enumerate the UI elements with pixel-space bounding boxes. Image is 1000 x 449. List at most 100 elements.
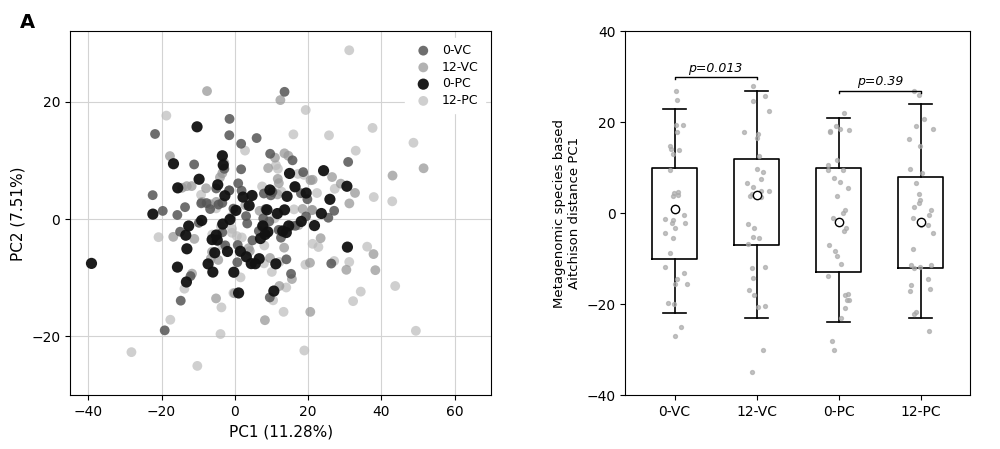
12-PC	[256, 242, 272, 249]
0-VC	[283, 270, 299, 277]
12-VC	[302, 308, 318, 316]
12-PC	[285, 131, 301, 138]
Point	[669, 128, 685, 135]
Point	[840, 291, 856, 298]
Point	[925, 230, 941, 237]
Point	[665, 234, 681, 242]
12-PC	[387, 282, 403, 290]
0-PC	[281, 222, 297, 229]
12-PC	[309, 189, 325, 197]
0-PC	[268, 260, 284, 268]
0-PC	[339, 183, 355, 190]
12-PC	[176, 285, 192, 292]
Point	[829, 252, 845, 259]
0-PC	[208, 231, 224, 238]
12-VC	[223, 214, 239, 221]
12-PC	[229, 233, 245, 240]
12-VC	[210, 256, 226, 264]
0-VC	[186, 161, 202, 168]
12-VC	[291, 221, 307, 229]
Point	[837, 206, 853, 213]
Point	[821, 242, 837, 249]
0-VC	[214, 229, 230, 236]
12-PC	[208, 205, 224, 212]
Point	[832, 125, 848, 132]
12-PC	[158, 112, 174, 119]
12-VC	[184, 182, 200, 189]
Point	[744, 264, 760, 271]
Text: p=0.013: p=0.013	[688, 62, 743, 75]
12-VC	[284, 222, 300, 229]
0-VC	[172, 228, 188, 235]
12-PC	[204, 231, 220, 238]
Point	[676, 269, 692, 277]
12-VC	[194, 198, 210, 206]
12-PC	[327, 185, 343, 192]
Point	[840, 185, 856, 192]
Point	[666, 190, 682, 197]
Point	[820, 162, 836, 169]
0-PC	[282, 170, 298, 177]
Point	[745, 183, 761, 190]
12-PC	[296, 347, 312, 354]
12-VC	[204, 248, 220, 255]
0-VC	[251, 227, 267, 234]
0-VC	[183, 273, 199, 280]
Point	[923, 262, 939, 269]
0-VC	[340, 158, 356, 166]
12-PC	[224, 225, 240, 233]
0-PC	[165, 160, 181, 167]
Point	[826, 346, 842, 353]
12-VC	[284, 275, 300, 282]
Point	[912, 197, 928, 204]
0-PC	[243, 260, 259, 267]
0-PC	[247, 260, 263, 267]
Point	[761, 188, 777, 195]
Point	[741, 286, 757, 293]
Point	[757, 92, 773, 99]
0-PC	[235, 194, 251, 201]
Point	[761, 107, 777, 114]
12-PC	[321, 132, 337, 139]
0-VC	[254, 224, 270, 231]
12-VC	[270, 175, 286, 182]
Text: p=0.39: p=0.39	[857, 75, 903, 88]
12-PC	[273, 188, 289, 195]
12-PC	[270, 165, 286, 172]
Point	[744, 369, 760, 376]
12-PC	[225, 290, 241, 297]
0-VC	[258, 206, 274, 213]
Point	[746, 291, 762, 298]
Point	[825, 215, 841, 222]
0-PC	[181, 222, 197, 229]
Point	[835, 166, 851, 173]
12-VC	[302, 259, 318, 266]
12-PC	[264, 187, 280, 194]
Point	[911, 199, 927, 206]
Point	[824, 337, 840, 344]
0-PC	[313, 210, 329, 217]
Legend: 0-VC, 12-VC, 0-PC, 12-PC: 0-VC, 12-VC, 0-PC, 12-PC	[405, 38, 485, 114]
Point	[745, 274, 761, 281]
12-PC	[268, 162, 284, 169]
Point	[739, 179, 755, 186]
0-PC	[306, 222, 322, 229]
Point	[920, 222, 936, 229]
Point	[829, 192, 845, 199]
0-VC	[145, 192, 161, 199]
0-VC	[221, 187, 237, 194]
Point	[664, 219, 680, 226]
12-PC	[286, 206, 302, 213]
12-PC	[384, 198, 400, 205]
Point	[751, 234, 767, 242]
0-PC	[252, 235, 268, 242]
Point	[925, 125, 941, 132]
Point	[922, 286, 938, 293]
0-PC	[226, 269, 242, 276]
0-VC	[191, 219, 207, 226]
0-PC	[244, 192, 260, 199]
12-PC	[297, 261, 313, 268]
Point	[827, 247, 843, 255]
12-VC	[203, 255, 219, 262]
0-VC	[263, 192, 279, 199]
